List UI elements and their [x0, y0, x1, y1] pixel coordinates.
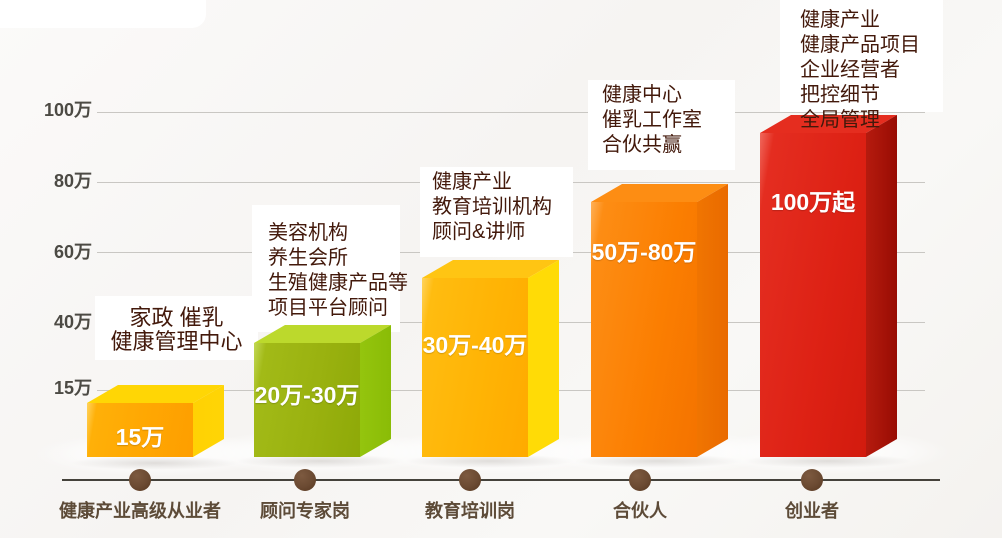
annotation-line: 催乳工作室 — [602, 109, 702, 131]
annotation-entrepreneur: 健康产业 健康产品项目 企业经营者 把控细节 全局管理 — [800, 8, 920, 133]
annotation-line: 全局管理 — [800, 109, 880, 131]
bar-value-label: 30万-40万 — [422, 332, 528, 358]
bar-front-face — [87, 403, 193, 457]
annotation-partner: 健康中心 催乳工作室 合伙共赢 — [602, 83, 702, 158]
annotation-line: 健康产品项目 — [800, 34, 920, 56]
annotation-line: 企业经营者 — [800, 59, 900, 81]
annotation-line: 教育培训机构 — [432, 196, 552, 218]
axis-dot — [294, 469, 316, 491]
bar-value-label: 15万 — [115, 424, 165, 450]
bar-entrepreneur: 100万起 — [760, 115, 897, 457]
annotation-senior-practitioner: 家政 催乳 健康管理中心 — [95, 306, 258, 354]
bar-front-face — [591, 202, 697, 457]
axis-dot — [629, 469, 651, 491]
y-tick-label: 15万 — [53, 378, 92, 398]
y-tick-label: 40万 — [53, 312, 92, 332]
annotation-line: 美容机构 — [268, 222, 348, 244]
y-tick-label: 100万 — [43, 100, 92, 120]
bar-consultant-expert: 20万-30万 — [254, 325, 391, 457]
axis-dot — [801, 469, 823, 491]
axis-dot — [129, 469, 151, 491]
annotation-line: 把控细节 — [800, 84, 880, 106]
x-tick-education-training: 教育培训岗 — [425, 501, 515, 521]
x-tick-partner: 合伙人 — [613, 501, 667, 521]
bar-partner: 50万-80万 — [591, 184, 728, 457]
bar-front-face — [422, 278, 528, 457]
annotation-line: 生殖健康产品等 — [268, 272, 408, 294]
annotation-box-4 — [588, 80, 735, 170]
x-axis-line — [62, 479, 940, 481]
bar-front-face — [760, 133, 866, 457]
gridline-100 — [97, 112, 925, 113]
bar-top-face — [87, 385, 224, 403]
bar-value-label: 50万-80万 — [591, 239, 697, 265]
x-tick-entrepreneur: 创业者 — [785, 501, 839, 521]
axis-dot — [459, 469, 481, 491]
bar-education-training: 30万-40万 — [422, 260, 559, 457]
annotation-education-training: 健康产业 教育培训机构 顾问&讲师 — [432, 170, 552, 245]
bar-top-face — [422, 260, 559, 278]
annotation-box-5 — [780, 0, 943, 112]
bar-value-label: 100万起 — [770, 189, 856, 215]
annotation-line: 家政 催乳 — [129, 305, 224, 330]
bar-senior-practitioner: 15万 — [87, 385, 224, 457]
y-tick-label: 80万 — [53, 171, 92, 191]
annotation-consultant-expert: 美容机构 养生会所 生殖健康产品等 项目平台顾问 — [268, 221, 408, 321]
bar-front-face — [254, 343, 360, 457]
background-highlight — [0, 0, 206, 28]
annotation-line: 健康管理中心 — [110, 329, 243, 354]
annotation-line: 养生会所 — [268, 247, 348, 269]
annotation-line: 健康中心 — [602, 84, 682, 106]
y-tick-label: 60万 — [53, 242, 92, 262]
bar-top-face — [591, 184, 728, 202]
annotation-line: 合伙共赢 — [602, 134, 682, 156]
bar-top-face — [760, 115, 897, 133]
bar-value-label: 20万-30万 — [254, 382, 360, 408]
x-tick-consultant-expert: 顾问专家岗 — [260, 501, 350, 521]
x-tick-senior-practitioner: 健康产业高级从业者 — [59, 501, 221, 521]
annotation-line: 健康产业 — [800, 9, 880, 31]
annotation-box-3 — [420, 167, 573, 257]
annotation-line: 健康产业 — [432, 171, 512, 193]
annotation-line: 顾问&讲师 — [432, 221, 526, 243]
annotation-line: 项目平台顾问 — [268, 297, 388, 319]
annotation-box-1 — [95, 296, 258, 360]
bar-top-face — [254, 325, 391, 343]
annotation-box-2 — [252, 205, 400, 332]
